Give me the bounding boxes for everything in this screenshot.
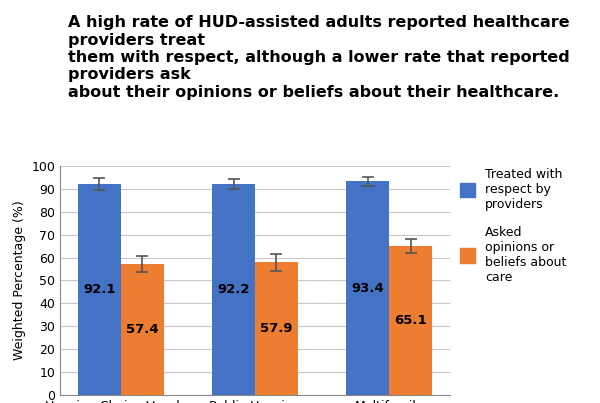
Bar xyxy=(121,264,164,395)
Bar xyxy=(78,184,121,395)
Y-axis label: Weighted Percentage (%): Weighted Percentage (%) xyxy=(13,201,26,360)
Text: 93.4: 93.4 xyxy=(352,282,384,295)
Bar xyxy=(212,184,255,395)
Text: 57.9: 57.9 xyxy=(260,322,293,335)
Text: 65.1: 65.1 xyxy=(394,314,427,327)
Text: 92.1: 92.1 xyxy=(83,283,115,296)
Text: A high rate of HUD-assisted adults reported healthcare providers treat
them with: A high rate of HUD-assisted adults repor… xyxy=(68,15,569,100)
Bar xyxy=(346,181,389,395)
Bar xyxy=(255,262,298,395)
Text: 57.4: 57.4 xyxy=(126,323,158,336)
Text: 92.2: 92.2 xyxy=(217,283,250,296)
Legend: Treated with
respect by
providers, Asked
opinions or
beliefs about
care: Treated with respect by providers, Asked… xyxy=(460,168,566,284)
Bar xyxy=(389,246,432,395)
